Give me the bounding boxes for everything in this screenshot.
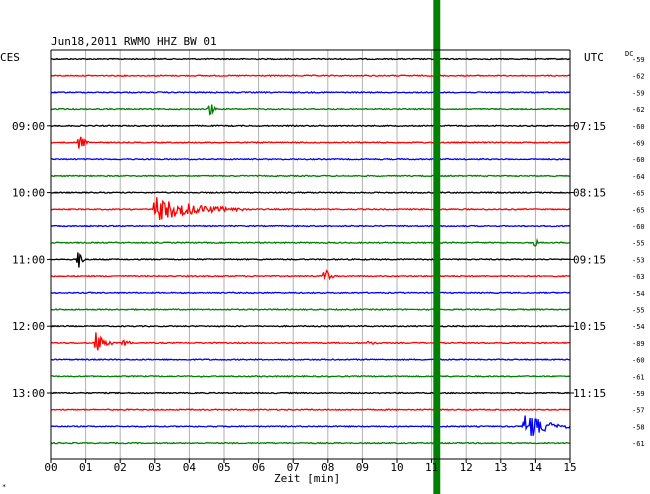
trace-21 [50, 408, 571, 412]
dc-offset-11: -55 [632, 240, 645, 248]
trace-6 [50, 157, 571, 161]
dc-offset-4: -60 [632, 123, 645, 131]
right-hour-label: 08:15 [573, 187, 606, 200]
trace-14 [50, 291, 571, 295]
trace-1 [50, 74, 570, 78]
x-tick-label-12: 12 [460, 461, 473, 474]
dc-offset-15: -55 [632, 307, 645, 315]
trace-2 [50, 91, 571, 94]
trace-0 [50, 57, 571, 61]
plot-frame [50, 49, 571, 460]
trace-15 [50, 308, 571, 311]
dc-offset-23: -61 [632, 440, 645, 448]
dc-offset-2: -59 [632, 89, 645, 97]
corner-mark: * [2, 483, 6, 491]
left-timezone-label: CES [0, 51, 20, 64]
left-hour-label: 11:00 [12, 253, 45, 266]
dc-offset-17: -89 [632, 340, 645, 348]
x-tick-labels: 00 01 02 03 04 05 06 07 08 09 10 11 12 13 14 15 [44, 459, 577, 474]
right-hour-label: 10:15 [573, 320, 606, 333]
left-hour-label: 09:00 [12, 120, 45, 133]
grid-lines [50, 50, 571, 459]
dc-offset-5: -69 [632, 140, 645, 148]
dc-header-label: DC [625, 50, 633, 58]
dc-offset-13: -63 [632, 273, 645, 281]
right-hour-label: 09:15 [573, 253, 606, 266]
x-tick-label-07: 07 [287, 461, 300, 474]
right-hour-label: 07:15 [573, 120, 606, 133]
data-gap-band [433, 0, 441, 494]
dc-offset-labels: -59 -62 -59 -62 -60 -69 -60 -64 -65 -65 -60 -55 -53 -… [632, 56, 645, 448]
dc-offset-16: -54 [632, 323, 645, 331]
chart-title: Jun18,2011 RWMO HHZ BW 01 [51, 35, 217, 48]
trace-12 [50, 252, 571, 268]
x-tick-label-06: 06 [252, 461, 265, 474]
x-tick-label-00: 00 [44, 461, 57, 474]
dc-offset-14: -54 [632, 290, 645, 298]
trace-9 [50, 197, 571, 220]
dc-offset-7: -64 [632, 173, 645, 181]
trace-11 [50, 237, 571, 247]
x-tick-label-02: 02 [114, 461, 127, 474]
x-tick-label-11: 11 [425, 461, 438, 474]
x-tick-label-09: 09 [356, 461, 369, 474]
seismogram-traces [50, 57, 571, 445]
left-hour-label: 13:00 [12, 387, 45, 400]
dc-offset-3: -62 [632, 106, 645, 114]
x-tick-label-14: 14 [529, 461, 543, 474]
trace-19 [50, 374, 571, 378]
x-tick-label-03: 03 [148, 461, 161, 474]
left-hour-label: 10:00 [12, 187, 45, 200]
right-hour-label: 11:15 [573, 387, 606, 400]
trace-23 [50, 441, 571, 445]
left-hour-label: 12:00 [12, 320, 45, 333]
dc-offset-18: -60 [632, 357, 645, 365]
x-axis-label: Zeit [min] [274, 472, 340, 485]
trace-5 [50, 136, 571, 149]
trace-10 [50, 224, 571, 228]
trace-8 [50, 191, 571, 195]
dc-offset-19: -61 [632, 373, 645, 381]
dc-offset-8: -65 [632, 190, 645, 198]
trace-22 [50, 415, 571, 436]
trace-7 [50, 174, 571, 178]
dc-offset-20: -59 [632, 390, 645, 398]
trace-13 [50, 269, 571, 281]
trace-3 [50, 104, 571, 116]
x-tick-label-04: 04 [183, 461, 197, 474]
dc-offset-9: -65 [632, 206, 645, 214]
right-timezone-label: UTC [584, 51, 604, 64]
trace-4 [50, 124, 571, 128]
dc-offset-22: -58 [632, 423, 645, 431]
x-tick-label-15: 15 [563, 461, 576, 474]
x-tick-label-13: 13 [494, 461, 507, 474]
dc-offset-21: -57 [632, 407, 645, 415]
x-tick-label-01: 01 [79, 461, 92, 474]
dc-offset-10: -60 [632, 223, 645, 231]
trace-20 [50, 391, 571, 395]
trace-18 [50, 358, 571, 361]
dc-offset-6: -60 [632, 156, 645, 164]
x-tick-label-08: 08 [321, 461, 334, 474]
gap-band [433, 0, 441, 494]
trace-17 [50, 332, 571, 351]
dc-offset-1: -62 [632, 73, 645, 81]
axis-labels: Jun18,2011 RWMO HHZ BW 01 CES UTC DC Zei… [0, 35, 633, 491]
x-tick-label-10: 10 [390, 461, 403, 474]
hour-labels: 09:00 10:00 11:00 12:00 13:00 07:15 08:15 09:15… [12, 120, 606, 400]
x-tick-label-05: 05 [217, 461, 230, 474]
dc-offset-0: -59 [632, 56, 645, 64]
trace-16 [50, 324, 571, 328]
dc-offset-12: -53 [632, 256, 645, 264]
